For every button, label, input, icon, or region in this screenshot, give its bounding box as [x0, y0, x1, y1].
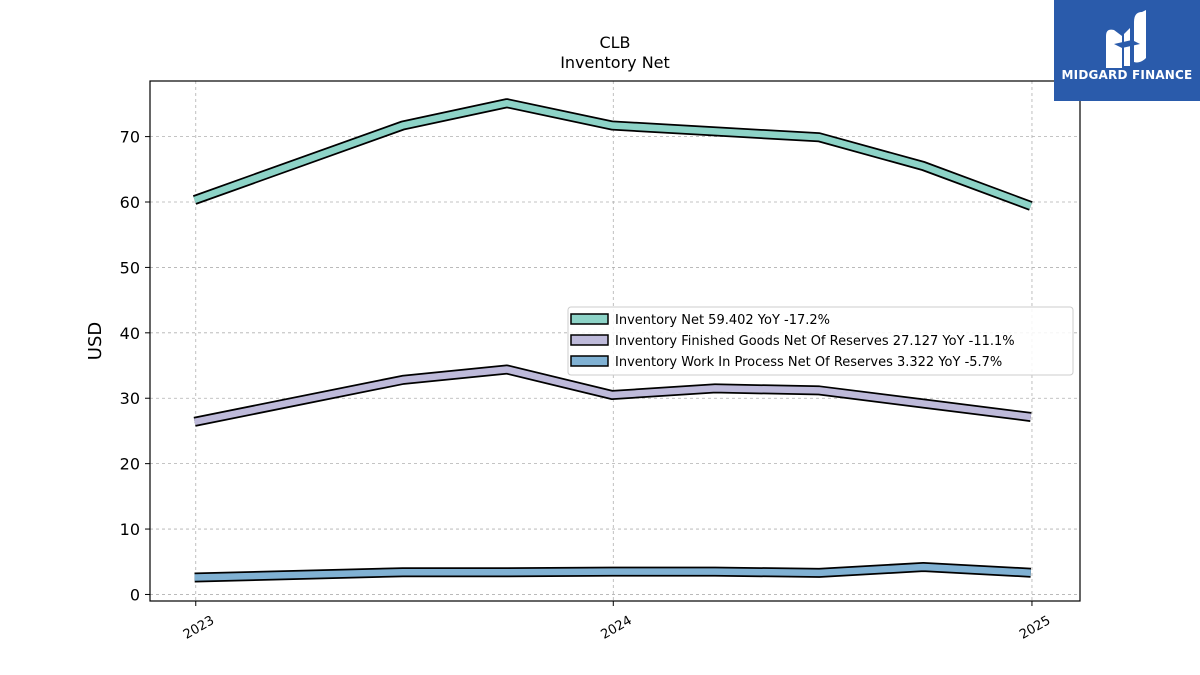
- y-tick-label: 30: [120, 389, 140, 408]
- legend: Inventory Net 59.402 YoY -17.2% Inventory…: [567, 306, 1074, 376]
- brand-logo: MIDGARD FINANCE: [1054, 0, 1200, 101]
- y-axis-label: USD: [85, 322, 106, 360]
- legend-label: Inventory Net 59.402 YoY -17.2%: [615, 313, 830, 328]
- y-tick-label: 50: [120, 258, 140, 277]
- chart-title: CLB: [599, 33, 630, 52]
- legend-swatch: [570, 313, 609, 325]
- chart-subtitle: Inventory Net: [560, 53, 670, 72]
- y-tick-label: 20: [120, 455, 140, 474]
- y-tick-label: 60: [120, 193, 140, 212]
- series-line: [193, 99, 1032, 209]
- x-tick-label: 2024: [598, 613, 634, 643]
- legend-swatch: [570, 355, 609, 367]
- axes: 0 10 20 30 40 50 60 70 2023 2024 2025: [120, 80, 1081, 643]
- series-line: [193, 366, 1032, 425]
- series-line: [194, 563, 1031, 581]
- logo-mark-icon: [1106, 10, 1146, 69]
- y-tick-label: 40: [120, 324, 140, 343]
- y-tick-label: 0: [130, 585, 140, 604]
- plot-frame: [149, 80, 1081, 602]
- legend-label: Inventory Work In Process Net Of Reserve…: [615, 355, 1002, 370]
- legend-label: Inventory Finished Goods Net Of Reserves…: [615, 334, 1015, 349]
- legend-swatch: [570, 334, 609, 346]
- legend-box: [567, 306, 1074, 376]
- logo-text: MIDGARD FINANCE: [1061, 68, 1193, 82]
- y-tick-label: 70: [120, 128, 140, 147]
- series-layer: [192, 98, 1033, 583]
- x-tick-label: 2023: [181, 613, 217, 643]
- x-tick-label: 2025: [1017, 613, 1053, 643]
- y-tick-label: 10: [120, 520, 140, 539]
